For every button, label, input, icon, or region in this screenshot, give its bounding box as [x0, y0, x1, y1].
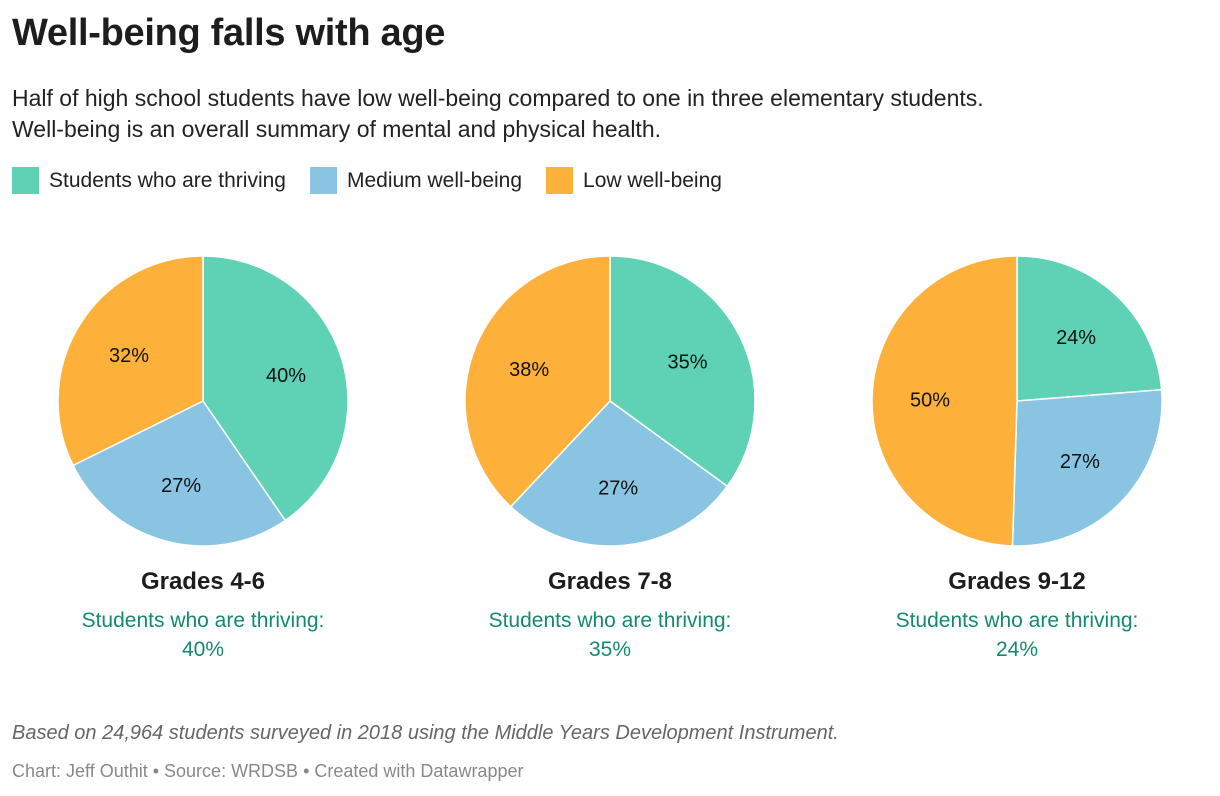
- pie-slice-medium: [72, 400, 287, 547]
- pie-slice-low: [57, 255, 204, 467]
- pie-slice-thriving: [1016, 255, 1163, 402]
- chart-subtitle: Half of high school students have low we…: [12, 83, 984, 145]
- legend-swatch: [12, 167, 39, 194]
- pie-note: Students who are thriving: 40%: [3, 606, 403, 664]
- note-label: Students who are thriving:: [81, 609, 325, 632]
- pie-slice-low: [464, 255, 611, 508]
- slice-label: 24%: [1056, 327, 1096, 349]
- legend-item-low: Low well-being: [546, 167, 722, 194]
- legend-swatch: [309, 167, 337, 194]
- chart-title: Well-being falls with age: [12, 12, 446, 54]
- slice-label: 35%: [668, 352, 708, 374]
- legend-item-medium: Medium well-being: [309, 167, 523, 194]
- note-value: 35%: [588, 638, 632, 661]
- chart-notes: Based on 24,964 students surveyed in 201…: [12, 722, 839, 744]
- legend: Students who are thriving Medium well-be…: [12, 167, 722, 194]
- slice-label: 27%: [598, 478, 638, 500]
- note-label: Students who are thriving:: [488, 609, 732, 632]
- legend-item-thriving: Students who are thriving: [12, 167, 286, 194]
- slice-label: 40%: [266, 365, 306, 387]
- slice-label: 27%: [1060, 451, 1100, 473]
- note-value: 40%: [181, 638, 225, 661]
- legend-swatch: [546, 167, 574, 194]
- pie-slice-low: [871, 255, 1018, 547]
- pie-slice-thriving: [609, 255, 756, 488]
- slice-label: 27%: [161, 475, 201, 497]
- slice-label: 32%: [109, 345, 149, 367]
- pie-title: Grades 7-8: [547, 568, 673, 595]
- legend-label: Medium well-being: [346, 168, 523, 192]
- pie-note: Students who are thriving: 24%: [817, 606, 1217, 664]
- note-value: 24%: [995, 638, 1039, 661]
- pie-slice-medium: [1011, 388, 1163, 547]
- pie-note: Students who are thriving: 35%: [410, 606, 810, 664]
- slice-label: 38%: [509, 359, 549, 381]
- pie-title: Grades 9-12: [948, 568, 1086, 595]
- pie-title: Grades 4-6: [140, 568, 266, 595]
- pie-slice-thriving: [202, 255, 349, 522]
- pie-slice-medium: [509, 400, 729, 547]
- subtitle-line: Half of high school students have low we…: [12, 85, 984, 111]
- slice-label: 50%: [910, 390, 950, 412]
- legend-label: Low well-being: [583, 168, 722, 192]
- chart-credit: Chart: Jeff Outhit • Source: WRDSB • Cre…: [12, 761, 524, 781]
- subtitle-line: Well-being is an overall summary of ment…: [12, 116, 661, 142]
- note-label: Students who are thriving:: [895, 609, 1139, 632]
- legend-label: Students who are thriving: [49, 168, 286, 192]
